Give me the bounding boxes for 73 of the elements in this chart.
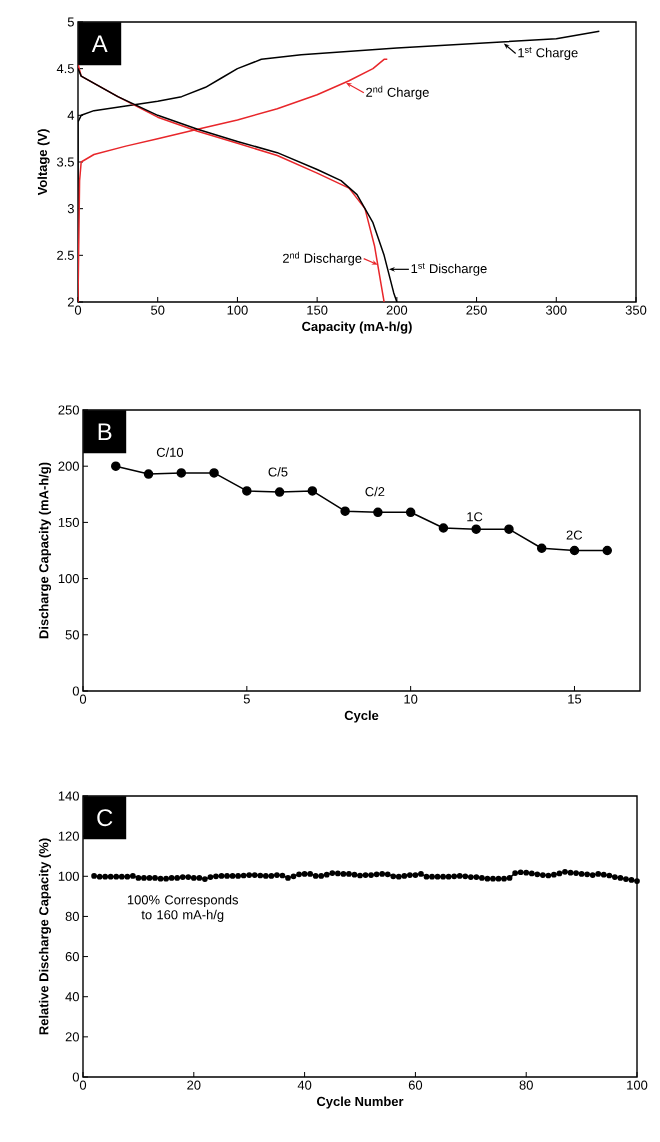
x-tick-label: 350	[625, 305, 647, 315]
point	[111, 461, 121, 471]
y-tick-label: 2	[67, 297, 74, 307]
x-tick-label: 60	[408, 1080, 423, 1090]
x-tick-label: 10	[404, 694, 418, 704]
point	[373, 507, 383, 518]
point	[176, 468, 187, 478]
y-tick-label: 120	[58, 831, 79, 841]
x-tick-label: 300	[545, 305, 567, 315]
annotation: 1$^{st}$ Charge	[518, 47, 578, 60]
x-axis-title: Cycle Number	[316, 1096, 404, 1109]
y-tick-label: 4.5	[56, 64, 74, 74]
chart-title: A	[91, 35, 108, 52]
annotation: C/10	[156, 447, 184, 457]
x-tick-label: 0	[79, 1080, 87, 1090]
chart-title: C	[97, 809, 113, 827]
y-tick-label: 50	[65, 630, 79, 640]
y-tick-label: 5	[67, 17, 74, 27]
annotation: 2C	[566, 530, 583, 540]
x-tick-label: 40	[297, 1080, 312, 1090]
y-tick-label: 0	[72, 686, 79, 696]
annotation: 100% Corresponds to 160 mA-h/g	[127, 894, 239, 922]
x-tick-label: 100	[227, 305, 248, 315]
x-tick-label: 15	[568, 694, 582, 704]
annotation: 2$^{nd}$ Discharge	[282, 251, 362, 266]
y-axis-title: Relative Discharge Capacity (%)	[38, 838, 52, 1035]
y-tick-label: 250	[58, 405, 79, 415]
y-tick-label: 3.5	[56, 157, 74, 167]
annotation: 2$^{nd}$ Charge	[366, 85, 429, 100]
y-axis-title: Discharge Capacity (mA-h/g)	[38, 462, 52, 639]
y-tick-label: 150	[58, 517, 79, 527]
x-tick-label: 20	[187, 1080, 201, 1090]
y-tick-label: 100	[58, 574, 79, 584]
point	[274, 487, 285, 497]
y-tick-label: 3	[67, 204, 74, 214]
point	[405, 507, 416, 518]
y-tick-label: 2.5	[57, 250, 74, 260]
point	[307, 486, 318, 496]
point	[143, 469, 154, 479]
y-tick-label: 40	[65, 992, 79, 1002]
x-tick-label: 80	[519, 1080, 533, 1090]
y-axis-title: Voltage (V)	[37, 129, 50, 196]
annotation: 1C	[467, 512, 483, 522]
point	[438, 523, 449, 533]
y-tick-label: 80	[65, 911, 79, 922]
y-tick-label: 60	[65, 951, 79, 962]
point	[340, 506, 350, 516]
y-tick-label: 20	[65, 1032, 79, 1042]
x-tick-label: 150	[307, 305, 328, 315]
x-axis-title: Capacity (mA-h/g)	[302, 321, 412, 334]
x-tick-label: 250	[466, 305, 487, 315]
y-tick-label: 4	[67, 110, 75, 120]
point	[471, 524, 481, 534]
point	[536, 543, 547, 553]
x-tick-label: 0	[79, 694, 87, 704]
y-tick-label: 200	[58, 461, 79, 471]
chart-title: B	[98, 423, 112, 440]
x-axis-title: Cycle	[344, 710, 379, 723]
y-tick-label: 0	[72, 1072, 79, 1082]
annotation: 1$^{st}$ Discharge	[411, 262, 487, 276]
y-tick-label: 140	[58, 791, 79, 801]
y-tick-label: 100	[58, 871, 79, 881]
x-tick-label: 100	[627, 1080, 648, 1090]
point	[504, 524, 514, 534]
annotation: C/2	[365, 486, 385, 497]
point	[602, 545, 612, 556]
point	[569, 545, 580, 556]
x-tick-label: 5	[243, 694, 250, 704]
annotation: C/5	[268, 467, 288, 477]
x-tick-label: 200	[386, 305, 408, 315]
point	[242, 486, 252, 496]
point	[209, 468, 219, 478]
x-tick-label: 50	[151, 305, 165, 315]
